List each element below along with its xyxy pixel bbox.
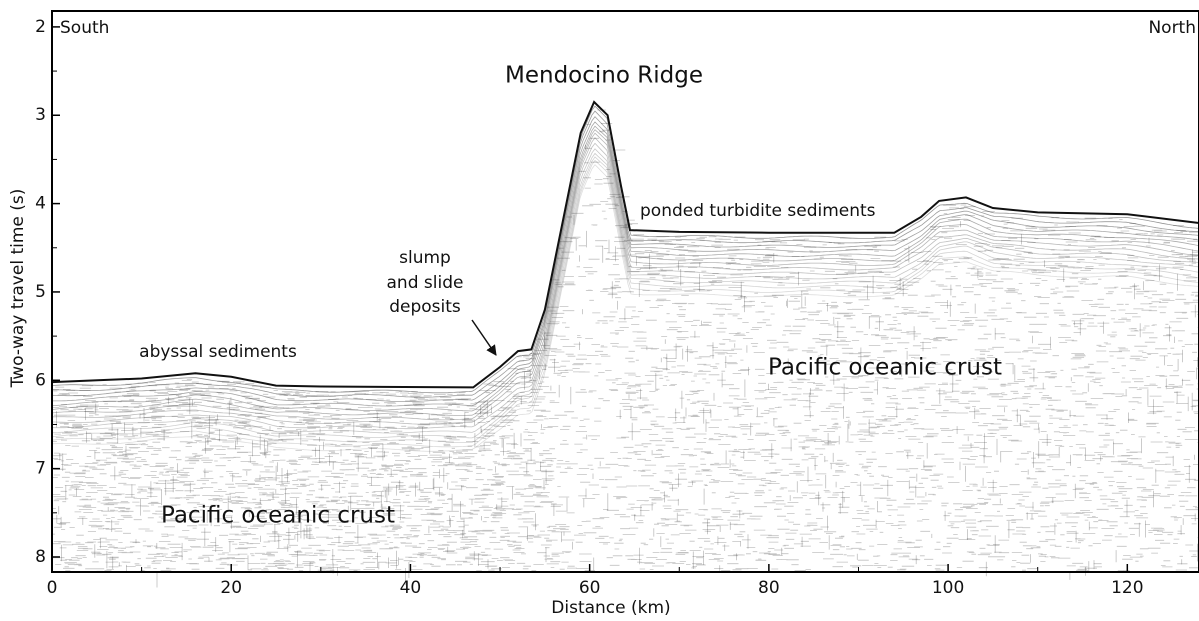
y-axis-label: Two-way travel time (s): [8, 189, 28, 389]
reflector: [51, 129, 1199, 416]
seismic-texture: [51, 105, 1199, 588]
plot: 0 20 40 60 80 100 120 2 3 4 5 6 7 8: [35, 10, 1199, 598]
label-abyssal: abyssal sediments: [139, 342, 297, 362]
label-crust: Pacific oceanic crust: [161, 503, 395, 529]
reflector: [52, 121, 1199, 407]
x-tick-label: 20: [220, 578, 242, 598]
x-tick-label: 120: [1111, 578, 1143, 598]
noise: [56, 144, 1199, 588]
reflector: [51, 148, 1199, 434]
x-tick-label: 0: [47, 578, 58, 598]
reflector: [51, 164, 1199, 452]
x-axis-label: Distance (km): [551, 598, 670, 618]
reflector: [52, 110, 1199, 398]
reflector: [51, 159, 1199, 448]
x-tick-label: 40: [400, 578, 422, 598]
reflector: [51, 132, 1199, 421]
reflector: [51, 152, 1199, 439]
seafloor-line: [51, 100, 1199, 389]
y-tick-label: 8: [35, 547, 46, 567]
label-crust: Pacific oceanic crust: [768, 355, 1002, 381]
reflector: [51, 125, 1199, 412]
reflector: [52, 142, 1199, 430]
label-south: South: [60, 18, 109, 38]
label-slump: slump: [399, 248, 451, 268]
reflector: [51, 156, 1199, 443]
reflector: [51, 116, 1199, 402]
label-slump: and slide: [387, 273, 464, 293]
x-tick-label: 60: [579, 578, 601, 598]
y-tick-label: 5: [35, 282, 46, 302]
arrow: [471, 319, 497, 356]
label-ridge: Mendocino Ridge: [505, 63, 703, 89]
y-tick-label: 7: [35, 459, 46, 479]
label-ponded: ponded turbidite sediments: [640, 201, 876, 221]
y-tick-label: 4: [35, 194, 46, 214]
reflector: [51, 137, 1199, 425]
y-tick-label: 2: [35, 17, 46, 37]
x-tick-label: 80: [758, 578, 780, 598]
label-north: North: [1148, 18, 1196, 38]
label-slump: deposits: [389, 297, 461, 317]
x-tick-label: 100: [932, 578, 964, 598]
y-tick-label: 3: [35, 105, 46, 125]
y-tick-label: 6: [35, 370, 46, 390]
